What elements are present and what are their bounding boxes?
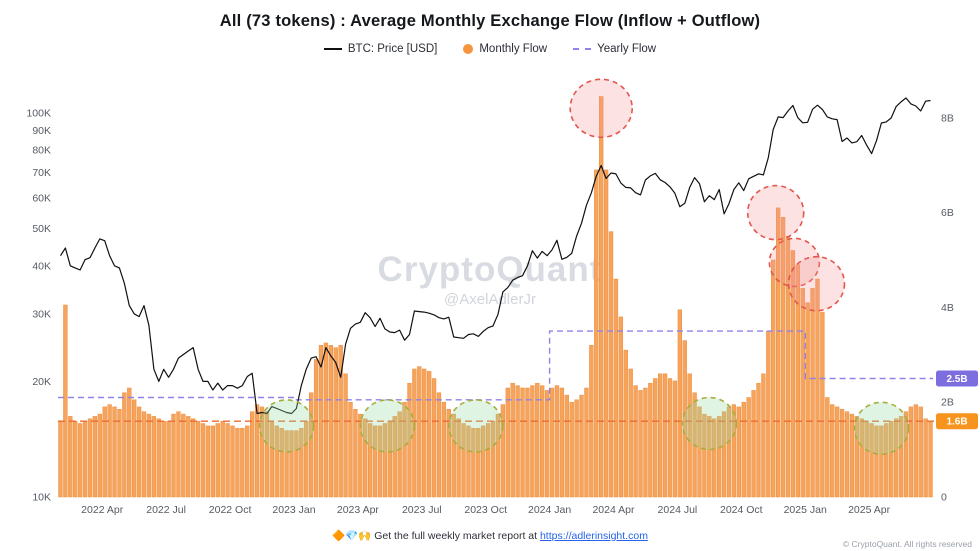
footer-link[interactable]: https://adlerinsight.com [539, 530, 648, 542]
svg-text:2025 Jan: 2025 Jan [784, 504, 827, 516]
svg-text:30K: 30K [32, 308, 51, 320]
axis-badge [936, 413, 978, 430]
svg-text:80K: 80K [32, 145, 51, 157]
svg-text:2024 Jan: 2024 Jan [528, 504, 571, 516]
svg-text:2024 Apr: 2024 Apr [592, 504, 635, 516]
yearly-flow-line [58, 330, 933, 401]
annotation-circles [258, 78, 910, 456]
right-axis-labels: 8B 6B 4B 2B 0 2.5B 1.6B [936, 112, 978, 504]
low-flow-circle [258, 399, 315, 453]
svg-text:2022 Apr: 2022 Apr [81, 504, 124, 516]
dot-swatch-icon [463, 44, 474, 54]
axis-badge [936, 370, 978, 387]
svg-text:8B: 8B [941, 112, 954, 124]
svg-text:100K: 100K [26, 108, 51, 120]
low-flow-circle [447, 399, 504, 453]
svg-text:90K: 90K [32, 125, 51, 137]
legend-item-yearly-flow[interactable]: Yearly Flow [573, 43, 656, 55]
legend-label-btc-price: BTC: Price [USD] [347, 43, 438, 55]
svg-text:2024 Jul: 2024 Jul [658, 504, 698, 516]
svg-text:2023 Jul: 2023 Jul [402, 504, 442, 516]
legend-item-btc-price[interactable]: BTC: Price [USD] [323, 43, 438, 55]
btc-price-line [59, 97, 931, 415]
svg-text:50K: 50K [32, 223, 51, 235]
high-flow-circle [768, 237, 821, 288]
svg-text:60K: 60K [32, 193, 51, 205]
footer-emojis: 🔶💎🙌 [332, 530, 372, 542]
high-flow-circle [787, 255, 846, 312]
x-axis-labels: 2022 Apr 2022 Jul 2022 Oct 2023 Jan 2023 Apr… [81, 504, 890, 516]
line-swatch-icon [323, 48, 342, 50]
legend-item-monthly-flow[interactable]: Monthly Flow [463, 43, 547, 55]
low-flow-circle [681, 396, 738, 451]
legend: BTC: Price [USD] Monthly Flow Yearly Flo… [0, 43, 980, 55]
svg-text:1.6B: 1.6B [946, 417, 967, 428]
svg-text:2023 Oct: 2023 Oct [464, 504, 507, 516]
legend-label-yearly-flow: Yearly Flow [597, 43, 657, 55]
high-flow-circle [746, 184, 805, 241]
svg-text:6B: 6B [941, 207, 954, 219]
left-axis-labels: 100K 90K 80K 70K 60K 50K 40K 30K 20K 10K [26, 108, 51, 504]
chart-title: All (73 tokens) : Average Monthly Exchan… [219, 12, 761, 30]
low-flow-circle [853, 401, 910, 456]
svg-text:2024 Oct: 2024 Oct [720, 504, 763, 516]
svg-text:20K: 20K [32, 376, 51, 388]
svg-text:0: 0 [941, 492, 947, 504]
svg-text:2025 Apr: 2025 Apr [848, 504, 891, 516]
svg-text:2023 Jan: 2023 Jan [272, 504, 315, 516]
high-flow-circle [569, 78, 634, 139]
svg-text:4B: 4B [941, 302, 954, 314]
copyright: © CryptoQuant. All rights reserved [842, 539, 972, 549]
svg-text:40K: 40K [32, 260, 51, 272]
footer-text: Get the full weekly market report at [374, 530, 538, 542]
svg-text:10K: 10K [32, 492, 51, 504]
footer-note: 🔶💎🙌 Get the full weekly market report at… [0, 529, 980, 542]
svg-text:2.5B: 2.5B [946, 374, 967, 385]
svg-text:2022 Oct: 2022 Oct [209, 504, 252, 516]
svg-text:2023 Apr: 2023 Apr [337, 504, 380, 516]
low-flow-circle [359, 399, 416, 453]
svg-text:2022 Jul: 2022 Jul [146, 504, 186, 516]
legend-label-monthly-flow: Monthly Flow [479, 43, 548, 55]
monthly-flow-bars[interactable] [58, 96, 933, 498]
svg-text:2B: 2B [941, 397, 954, 409]
svg-text:70K: 70K [32, 167, 51, 179]
dashed-line-swatch-icon [573, 48, 592, 50]
